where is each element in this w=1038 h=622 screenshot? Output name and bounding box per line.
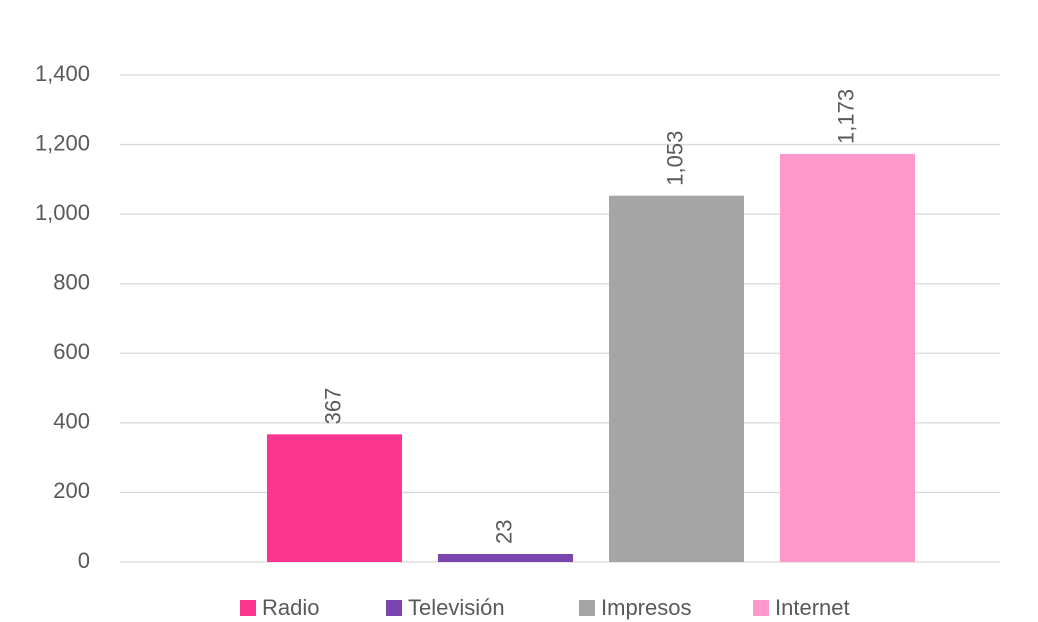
legend-label: Televisión [408,595,505,620]
y-tick-label: 1,200 [35,130,90,155]
legend-swatch [753,600,769,616]
data-label: 23 [491,520,516,544]
chart: 0 200 400 600 800 1,000 1,200 1,400 367 23 1,053 1,… [0,0,1038,622]
legend-label: Radio [262,595,319,620]
legend-swatch [240,600,256,616]
y-tick-label: 1,400 [35,61,90,86]
y-tick-label: 600 [53,339,90,364]
legend-swatch [386,600,402,616]
bar [609,196,744,562]
bar [267,434,402,562]
y-tick-label: 0 [78,548,90,573]
data-label: 367 [320,388,345,425]
legend-swatch [579,600,595,616]
y-tick-label: 200 [53,478,90,503]
legend-label: Internet [775,595,850,620]
y-tick-label: 400 [53,409,90,434]
bar [438,554,573,562]
legend-label: Impresos [601,595,691,620]
data-label: 1,173 [833,89,858,144]
y-tick-label: 800 [53,270,90,295]
data-label: 1,053 [662,131,687,186]
y-tick-label: 1,000 [35,200,90,225]
bar [780,154,915,562]
